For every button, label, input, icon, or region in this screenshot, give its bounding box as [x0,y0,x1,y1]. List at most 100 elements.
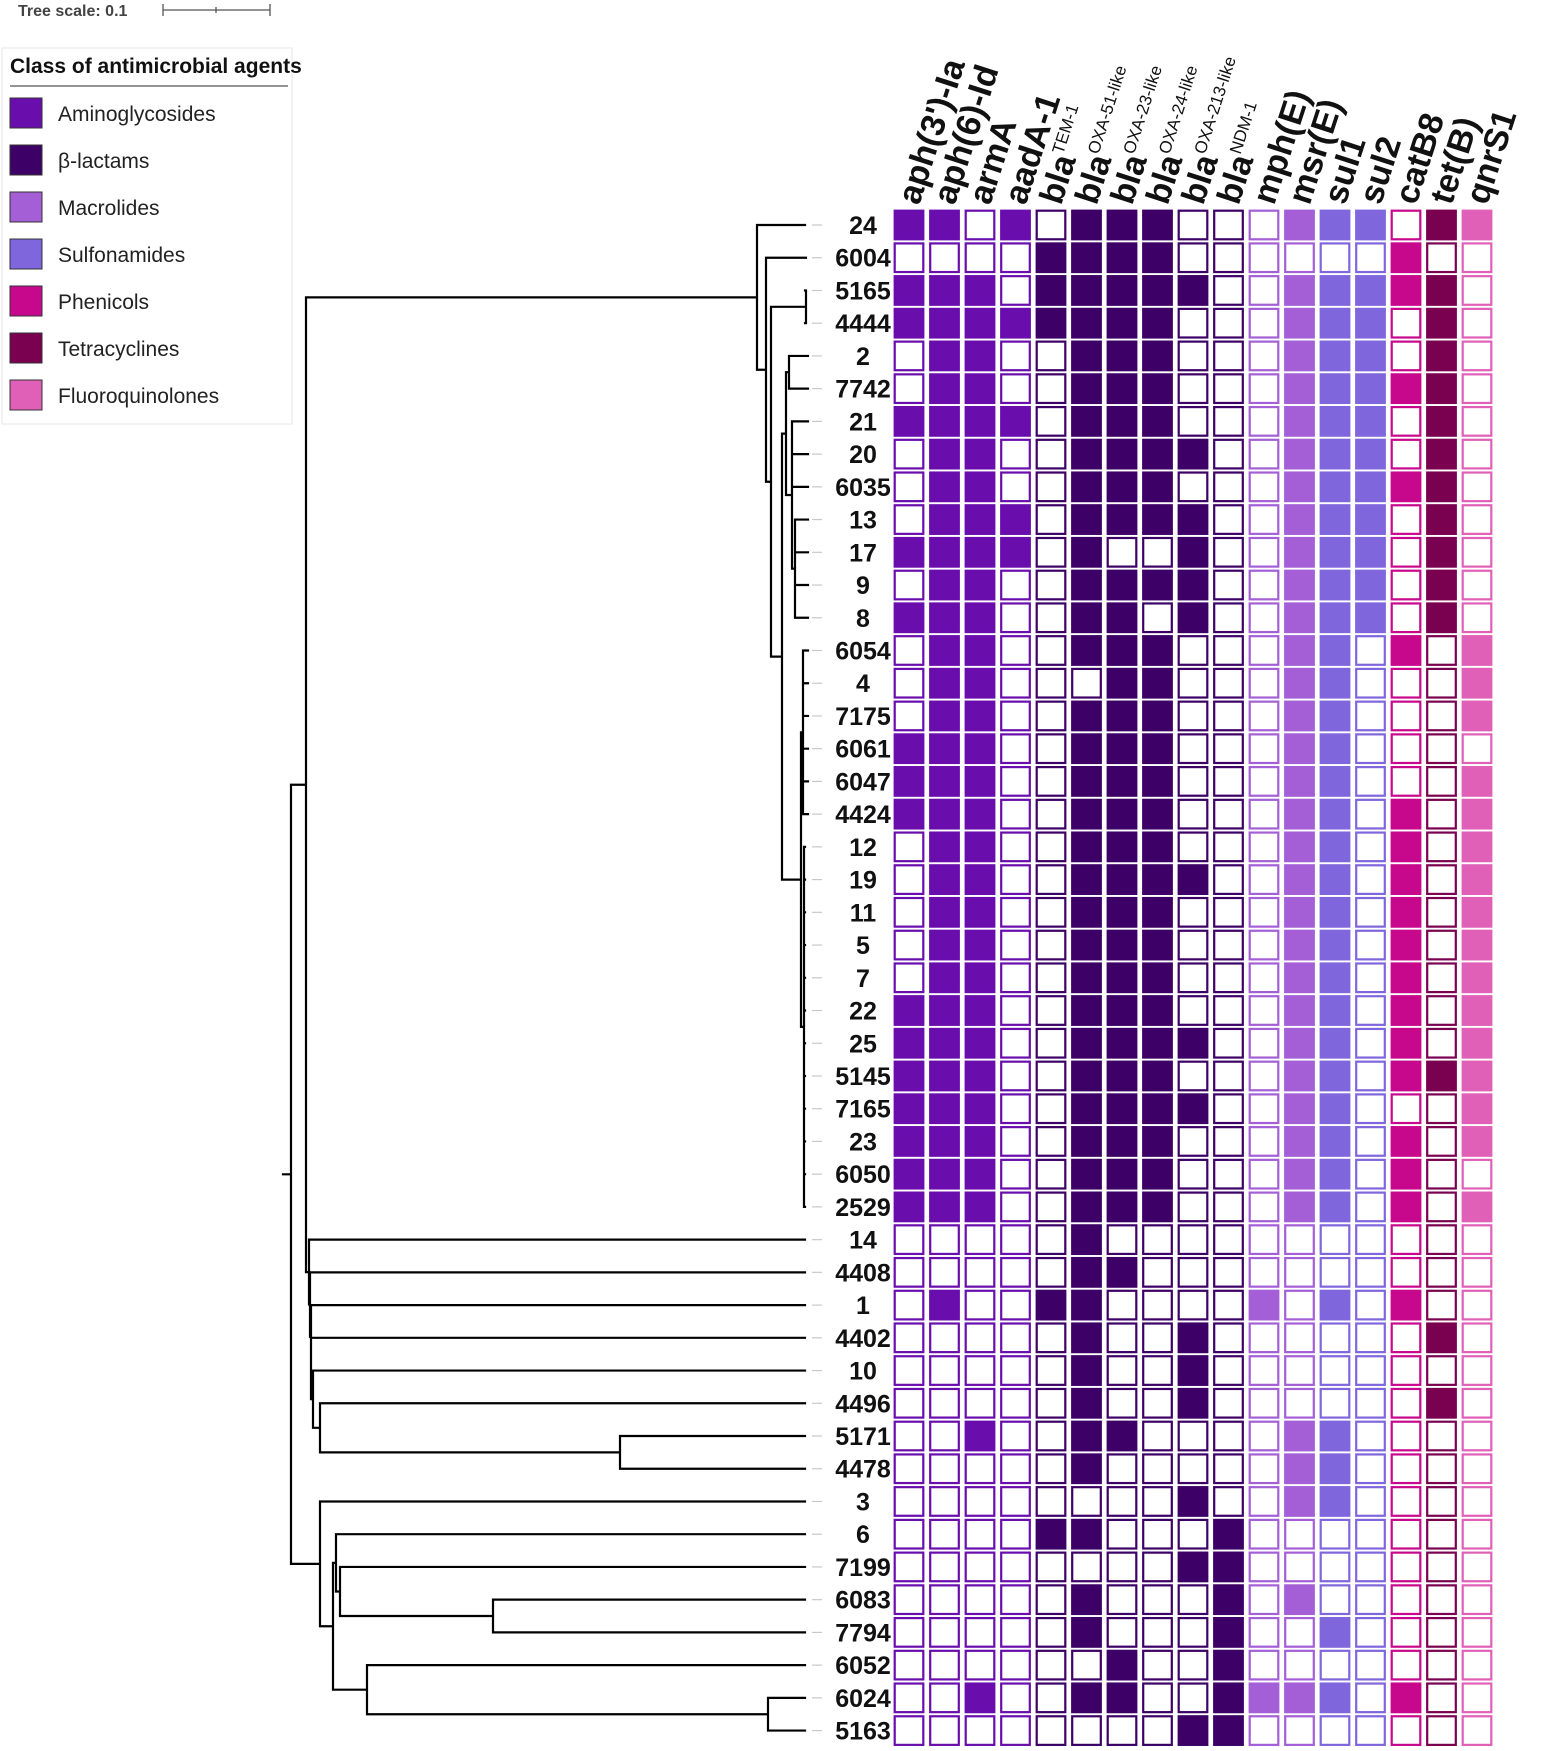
heatmap-cell [1285,1553,1314,1582]
heatmap-cell [1143,1520,1172,1549]
heatmap-cell [1250,833,1279,862]
heatmap-cell [1179,571,1208,600]
heatmap-row [895,571,1492,600]
heatmap-cell [1285,734,1314,763]
isolate-label: 23 [849,1128,877,1156]
heatmap-cell [1356,898,1385,927]
isolate-label: 25 [849,1030,877,1058]
heatmap-cell [1285,1422,1314,1451]
heatmap-cell [930,1651,959,1680]
heatmap-cell [1463,734,1492,763]
heatmap-cell [1072,1160,1101,1189]
heatmap-cell [1285,898,1314,927]
heatmap-cell [1179,1389,1208,1418]
heatmap-cell [1250,636,1279,665]
heatmap-cell [1179,931,1208,960]
heatmap-cell [1427,1225,1456,1254]
heatmap-cell [1072,473,1101,502]
heatmap-cell [1321,309,1350,338]
heatmap-cell [1250,1422,1279,1451]
heatmap-cell [1001,1258,1030,1287]
heatmap-cell [1108,407,1137,436]
heatmap-cell [1427,309,1456,338]
dendrogram [283,225,808,1731]
heatmap-cell [1250,1716,1279,1745]
heatmap-cell [1321,1553,1350,1582]
heatmap-cell [895,636,924,665]
isolate-label: 5163 [835,1718,891,1746]
heatmap-cell [1001,1127,1030,1156]
heatmap-cell [1214,1651,1243,1680]
heatmap-cell [895,1618,924,1647]
heatmap-cell [1356,1062,1385,1091]
heatmap-cell [1072,996,1101,1025]
heatmap-cell [1427,1062,1456,1091]
heatmap-cell [1143,571,1172,600]
heatmap-cell [1285,800,1314,829]
heatmap-cell [1179,1716,1208,1745]
resistance-gene-heatmap [895,211,1492,1745]
heatmap-cell [895,1291,924,1320]
heatmap-cell [966,440,995,469]
heatmap-cell [1072,1324,1101,1353]
heatmap-cell [1001,1094,1030,1123]
heatmap-cell [1285,243,1314,272]
heatmap-cell [1001,1716,1030,1745]
legend-item: Macrolides [10,192,160,222]
heatmap-cell [1001,1193,1030,1222]
heatmap-cell [1037,1094,1066,1123]
heatmap-cell [1001,1324,1030,1353]
heatmap-cell [1179,1585,1208,1614]
isolate-label: 10 [849,1358,877,1386]
heatmap-cell [1072,1520,1101,1549]
heatmap-row [895,374,1492,403]
heatmap-cell [1463,636,1492,665]
heatmap-cell [1285,1225,1314,1254]
heatmap-cell [930,342,959,371]
heatmap-cell [1179,1454,1208,1483]
heatmap-cell [895,1684,924,1713]
heatmap-cell [1037,505,1066,534]
isolate-label: 20 [849,441,877,469]
legend-label: Phenicols [58,291,149,314]
heatmap-cell [1037,833,1066,862]
heatmap-cell [1214,276,1243,305]
isolate-label: 22 [849,998,877,1026]
heatmap-cell [1179,374,1208,403]
heatmap-cell [930,931,959,960]
heatmap-cell [1321,538,1350,567]
heatmap-cell [966,603,995,632]
heatmap-cell [1250,1062,1279,1091]
heatmap-cell [1285,1651,1314,1680]
heatmap-cell [1179,1651,1208,1680]
heatmap-cell [1037,767,1066,796]
legend-swatch [10,286,42,316]
heatmap-cell [1143,1389,1172,1418]
heatmap-cell [1356,276,1385,305]
heatmap-cell [1179,538,1208,567]
heatmap-cell [1001,473,1030,502]
heatmap-cell [1214,1258,1243,1287]
heatmap-cell [1179,309,1208,338]
heatmap-cell [966,1094,995,1123]
heatmap-row [895,1520,1492,1549]
heatmap-cell [930,963,959,992]
heatmap-cell [1001,309,1030,338]
heatmap-cell [1427,571,1456,600]
heatmap-cell [1392,1684,1421,1713]
heatmap-cell [1072,211,1101,240]
heatmap-row [895,1062,1492,1091]
heatmap-cell [1250,1618,1279,1647]
heatmap-cell [1463,1324,1492,1353]
heatmap-row [895,473,1492,502]
heatmap-cell [1108,1684,1137,1713]
heatmap-cell [1072,1684,1101,1713]
heatmap-cell [895,734,924,763]
legend-label: Macrolides [58,197,160,220]
heatmap-cell [1179,963,1208,992]
heatmap-cell [895,1422,924,1451]
heatmap-cell [966,1487,995,1516]
heatmap-cell [1392,1094,1421,1123]
heatmap-cell [1463,473,1492,502]
heatmap-cell [1463,374,1492,403]
